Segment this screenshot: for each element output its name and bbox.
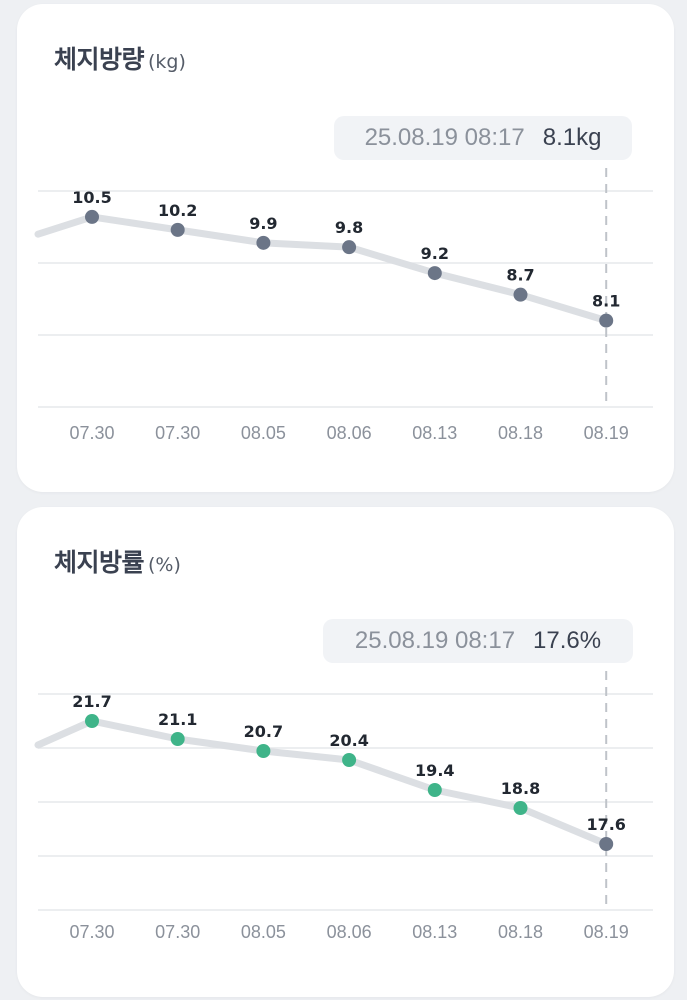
x-tick-label: 08.05 [241, 423, 286, 443]
data-point [342, 240, 357, 255]
data-label: 20.4 [329, 731, 368, 750]
data-point [85, 714, 99, 728]
data-label: 8.1 [592, 292, 620, 311]
data-label: 10.2 [158, 201, 197, 220]
card-title: 체지방률 (%) [54, 543, 181, 579]
x-tick-label: 08.19 [584, 922, 629, 942]
data-label: 20.7 [244, 722, 283, 741]
data-label: 9.9 [249, 214, 277, 233]
data-point [513, 801, 528, 815]
data-label: 8.7 [506, 266, 534, 285]
x-tick-label: 08.06 [327, 423, 372, 443]
gridlines [38, 190, 653, 408]
x-tick-label: 08.19 [584, 423, 629, 443]
data-point [599, 313, 614, 328]
card-title-text: 체지방량 [54, 45, 145, 74]
data-label: 9.2 [421, 244, 449, 263]
body-fat-mass-chart[interactable]: 10.5 10.2 9.9 9.8 9.2 8.7 8.1 07.30 07.30 08.05 08… [17, 4, 674, 492]
body-fat-percentage-chart[interactable]: 21.7 21.1 20.7 20.4 19.4 18.8 17.6 07.30 07.30 08… [17, 507, 674, 997]
data-label: 10.5 [72, 188, 111, 207]
data-label: 21.1 [158, 710, 197, 729]
tooltip-value: 8.1kg [542, 124, 602, 151]
data-point [256, 235, 271, 250]
x-tick-label: 08.13 [412, 423, 457, 443]
data-label: 17.6 [586, 815, 625, 834]
card-unit: (kg) [148, 51, 186, 73]
series-line [34, 717, 610, 848]
data-point [342, 753, 357, 767]
data-label: 9.8 [335, 218, 363, 237]
x-tick-label: 08.18 [498, 423, 543, 443]
data-label: 19.4 [415, 761, 454, 780]
data-point [85, 209, 99, 224]
x-tick-label: 08.18 [498, 922, 543, 942]
data-point [170, 222, 185, 237]
tooltip-date: 25.08.19 08:17 [364, 124, 525, 151]
selected-point-tooltip: 25.08.19 08:17 8.1kg [334, 116, 632, 160]
x-tick-label: 07.30 [69, 922, 114, 942]
x-tick-label: 08.06 [327, 922, 372, 942]
card-title: 체지방량 (kg) [54, 40, 186, 76]
data-point [170, 732, 185, 746]
data-point [427, 783, 442, 797]
data-point [256, 744, 271, 758]
x-tick-label: 07.30 [155, 423, 200, 443]
card-title-text: 체지방률 [54, 548, 145, 577]
data-point [513, 287, 528, 302]
tooltip-value: 17.6% [533, 627, 602, 654]
x-tick-label: 07.30 [69, 423, 114, 443]
body-fat-percentage-card: 체지방률 (%) 21.7 21.1 20.7 20.4 19.4 18.8 17.6 07.3… [17, 507, 674, 997]
gridlines [38, 693, 653, 911]
series-line [34, 213, 610, 325]
data-point [427, 266, 442, 281]
x-tick-label: 07.30 [155, 922, 200, 942]
x-tick-label: 08.13 [412, 922, 457, 942]
x-tick-label: 08.05 [241, 922, 286, 942]
body-fat-mass-card: 체지방량 (kg) 10.5 10.2 9.9 9.8 9.2 8.7 8.1 07.30 07.… [17, 4, 674, 492]
data-label: 21.7 [72, 692, 111, 711]
tooltip-date: 25.08.19 08:17 [354, 627, 516, 654]
data-label: 18.8 [501, 779, 540, 798]
card-unit: (%) [148, 554, 181, 576]
data-point [599, 837, 614, 851]
selected-point-tooltip: 25.08.19 08:17 17.6% [323, 619, 633, 663]
